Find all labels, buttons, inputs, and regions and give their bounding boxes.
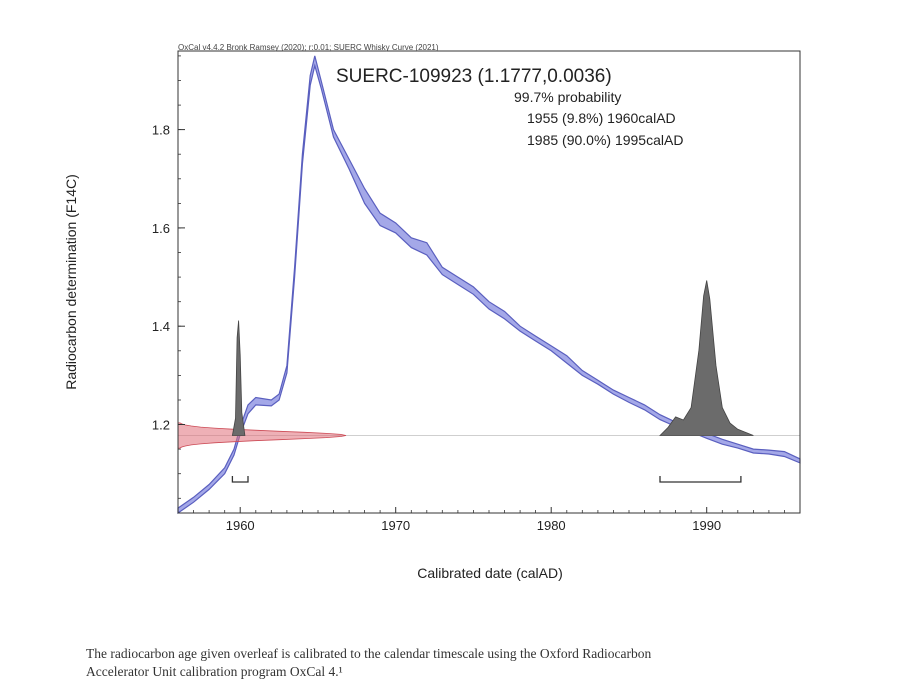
y-axis-label: Radiocarbon determination (F14C) xyxy=(63,174,79,390)
x-tick-label: 1970 xyxy=(381,518,410,533)
posterior-peak-2 xyxy=(659,280,754,436)
range-bracket-1 xyxy=(231,476,249,483)
measurement-distribution xyxy=(177,422,347,449)
posterior-peak-1 xyxy=(231,320,246,436)
y-tick-label: 1.6 xyxy=(152,221,170,236)
range-1: 1955 (9.8%) 1960calAD xyxy=(527,110,676,126)
chart-title: SUERC-109923 (1.1777,0.0036) xyxy=(336,66,612,87)
range-2: 1985 (90.0%) 1995calAD xyxy=(527,132,683,148)
caption-line-2: Accelerator Unit calibration program OxC… xyxy=(86,664,343,679)
probability-label: 99.7% probability xyxy=(514,89,621,105)
chart-header: OxCal v4.4.2 Bronk Ramsey (2020); r:0.01… xyxy=(178,43,439,52)
range-bracket-2 xyxy=(659,476,742,483)
x-tick-label: 1960 xyxy=(226,518,255,533)
y-tick-label: 1.4 xyxy=(152,319,170,334)
calibration-plot: 1960 1970 1980 1990 1.2 1.4 1.6 1.8 OxCal v4.4.… xyxy=(63,43,801,581)
y-tick-label: 1.8 xyxy=(152,123,170,138)
caption: The radiocarbon age given overleaf is ca… xyxy=(86,645,846,681)
x-axis-label: Calibrated date (calAD) xyxy=(417,565,563,581)
x-tick-label: 1980 xyxy=(537,518,566,533)
caption-line-1: The radiocarbon age given overleaf is ca… xyxy=(86,646,652,661)
x-tick-label: 1990 xyxy=(692,518,721,533)
y-tick-label: 1.2 xyxy=(152,418,170,433)
